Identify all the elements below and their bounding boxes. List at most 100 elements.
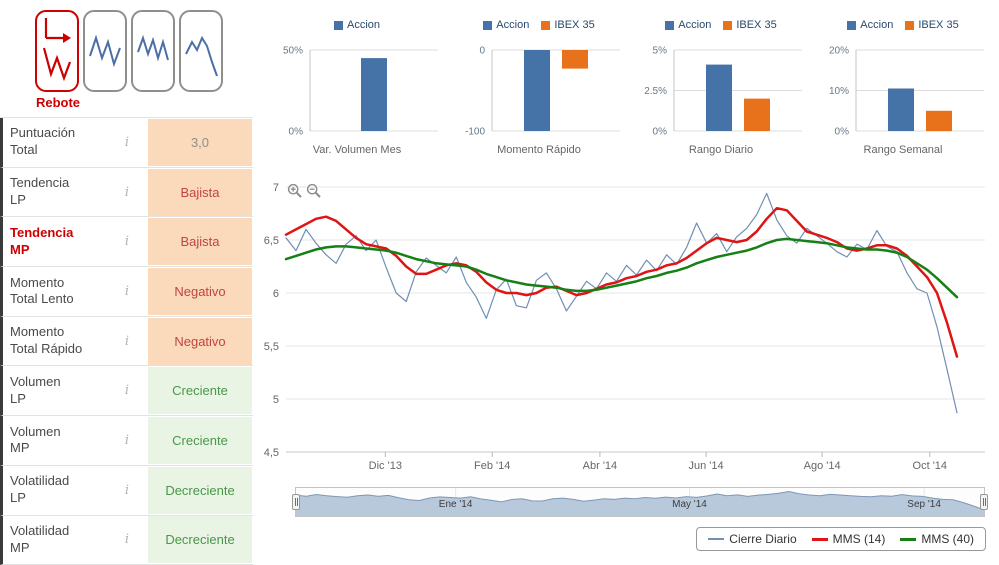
- svg-text:0%: 0%: [289, 127, 304, 137]
- svg-text:5: 5: [273, 394, 279, 406]
- svg-text:0: 0: [479, 46, 485, 57]
- indicator-row-momento-total-rapido[interactable]: Momento Total Rápido i Negativo: [0, 316, 253, 367]
- bar-chart-var-volumen-mes: 50% 0%: [283, 46, 438, 138]
- mini-chart-legend: Accion IBEX 35: [448, 10, 630, 40]
- info-icon[interactable]: i: [124, 432, 130, 448]
- legend-item-accion[interactable]: Accion: [665, 19, 711, 31]
- indicator-label: Volumen MP: [10, 423, 61, 456]
- indicator-value: Creciente: [148, 416, 252, 464]
- legend-swatch-icon: [905, 20, 915, 30]
- legend-label: Accion: [860, 19, 894, 31]
- mini-chart-momento-rapido: Accion IBEX 35 0 -100 Momento Rápido: [448, 10, 630, 156]
- legend-swatch-icon: [483, 20, 493, 30]
- mini-chart-title: Var. Volumen Mes: [312, 144, 402, 156]
- svg-text:Ago '14: Ago '14: [804, 460, 841, 472]
- indicator-value: Bajista: [148, 218, 252, 266]
- svg-text:7: 7: [273, 182, 279, 194]
- svg-text:Abr '14: Abr '14: [583, 460, 618, 472]
- legend-item-ibex35[interactable]: IBEX 35: [905, 19, 959, 31]
- svg-text:5%: 5%: [653, 46, 668, 57]
- info-icon[interactable]: i: [124, 333, 130, 349]
- svg-text:2.5%: 2.5%: [644, 86, 667, 97]
- zigzag-pattern-icon: [89, 34, 121, 68]
- indicator-value: Negativo: [148, 267, 252, 315]
- indicator-label: Tendencia LP: [10, 175, 70, 208]
- legend-label: IBEX 35: [918, 19, 959, 31]
- svg-text:6,5: 6,5: [264, 235, 279, 247]
- legend-label: Cierre Diario: [729, 532, 797, 546]
- price-chart-area[interactable]: 7 6,5 6 5,5 5 4,5 Dic '13 Feb '14 Abr '14 Jun '14…: [250, 180, 995, 480]
- svg-text:0%: 0%: [653, 127, 668, 137]
- info-icon[interactable]: i: [124, 234, 130, 250]
- indicator-row-volumen-lp[interactable]: Volumen LP i Creciente: [0, 366, 253, 417]
- legend-item-mms14[interactable]: MMS (14): [811, 532, 886, 546]
- legend-item-accion[interactable]: Accion: [333, 19, 381, 31]
- pattern-button-3[interactable]: [131, 10, 175, 92]
- indicator-label: Tendencia MP: [10, 224, 74, 257]
- bar-chart-rango-semanal: 20% 10% 0%: [829, 46, 984, 138]
- legend-label: IBEX 35: [736, 19, 777, 31]
- indicator-row-puntuacion-total[interactable]: Puntuación Total i 3,0: [0, 118, 253, 168]
- indicator-row-volumen-mp[interactable]: Volumen MP i Creciente: [0, 416, 253, 466]
- indicator-value: Decreciente: [148, 466, 252, 514]
- svg-text:Ene '14: Ene '14: [439, 499, 473, 510]
- legend-label: Accion: [346, 19, 381, 31]
- indicator-row-momento-total-lento[interactable]: Momento Total Lento i Negativo: [0, 267, 253, 317]
- indicator-label: Momento Total Rápido: [10, 324, 83, 357]
- info-icon[interactable]: i: [124, 383, 130, 399]
- svg-text:10%: 10%: [829, 86, 849, 97]
- svg-text:20%: 20%: [829, 46, 849, 57]
- indicator-row-volatilidad-mp[interactable]: Volatilidad MP i Decreciente: [0, 515, 253, 565]
- info-icon[interactable]: i: [124, 532, 130, 548]
- legend-label: Accion: [678, 19, 712, 31]
- indicator-label: Puntuación Total: [10, 125, 76, 158]
- pattern-button-4[interactable]: [179, 10, 223, 92]
- mini-chart-rango-semanal: Accion IBEX 35 20% 10% 0% Rango Semanal: [812, 10, 994, 156]
- line-sample-icon: [811, 537, 828, 541]
- legend-swatch-icon: [847, 20, 857, 30]
- indicator-value: Bajista: [148, 168, 252, 216]
- svg-text:Feb '14: Feb '14: [474, 460, 510, 472]
- svg-text:4,5: 4,5: [264, 447, 279, 459]
- navigator-left-handle[interactable]: [292, 494, 300, 510]
- chart-navigator[interactable]: Ene '14 May '14 Sep '14: [292, 487, 988, 517]
- legend-item-ibex35[interactable]: IBEX 35: [541, 19, 595, 31]
- indicator-row-volatilidad-lp[interactable]: Volatilidad LP i Decreciente: [0, 465, 253, 516]
- legend-item-accion[interactable]: Accion: [483, 19, 529, 31]
- info-icon[interactable]: i: [124, 482, 130, 498]
- mini-chart-title: Rango Diario: [688, 144, 754, 156]
- zoom-out-button[interactable]: [306, 183, 322, 199]
- pattern-button-2[interactable]: [83, 10, 127, 92]
- legend-item-cierre-diario[interactable]: Cierre Diario: [708, 532, 797, 546]
- info-icon[interactable]: i: [124, 134, 130, 150]
- info-icon[interactable]: i: [124, 184, 130, 200]
- svg-text:-100: -100: [465, 127, 485, 137]
- legend-item-accion[interactable]: Accion: [847, 19, 893, 31]
- svg-text:May '14: May '14: [672, 499, 707, 510]
- pattern-button-rebote[interactable]: [35, 10, 79, 92]
- navigator-right-handle[interactable]: [980, 494, 988, 510]
- mini-chart-title: Momento Rápido: [497, 144, 581, 156]
- indicator-label: Volumen LP: [10, 373, 61, 406]
- svg-text:5,5: 5,5: [264, 341, 279, 353]
- mini-chart-legend: Accion IBEX 35: [812, 10, 994, 40]
- legend-label: IBEX 35: [554, 19, 595, 31]
- pattern-active-label: Rebote: [35, 95, 81, 110]
- price-chart-legend: Cierre Diario MMS (14) MMS (40): [696, 527, 986, 551]
- svg-text:Oct '14: Oct '14: [913, 460, 948, 472]
- indicator-label: Volatilidad MP: [10, 522, 70, 555]
- mini-chart-legend: Accion IBEX 35: [630, 10, 812, 40]
- info-icon[interactable]: i: [124, 283, 130, 299]
- svg-text:6: 6: [273, 288, 279, 300]
- indicator-row-tendencia-mp[interactable]: Tendencia MP i Bajista: [0, 217, 253, 268]
- svg-text:0%: 0%: [835, 127, 850, 137]
- legend-label: MMS (14): [832, 532, 886, 546]
- navigator-area-chart: Ene '14 May '14 Sep '14: [295, 488, 985, 516]
- legend-item-mms40[interactable]: MMS (40): [900, 532, 974, 546]
- svg-text:50%: 50%: [283, 46, 303, 57]
- legend-item-ibex35[interactable]: IBEX 35: [723, 19, 777, 31]
- mini-chart-title: Rango Semanal: [863, 144, 943, 156]
- decline-pattern-icon: [185, 35, 218, 77]
- zoom-in-button[interactable]: [287, 183, 303, 199]
- indicator-row-tendencia-lp[interactable]: Tendencia LP i Bajista: [0, 167, 253, 218]
